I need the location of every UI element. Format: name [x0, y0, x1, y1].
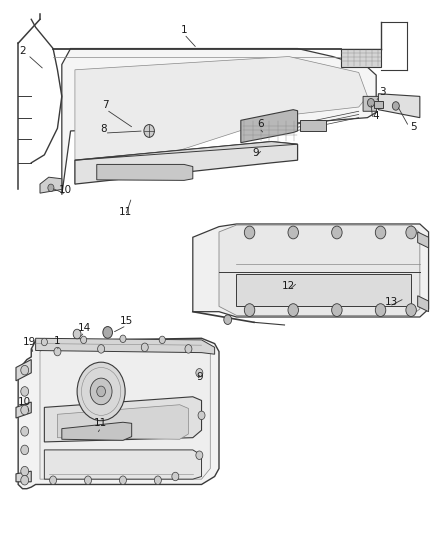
- Polygon shape: [35, 338, 215, 354]
- Polygon shape: [62, 49, 376, 195]
- Polygon shape: [40, 342, 210, 479]
- Text: 1: 1: [181, 25, 187, 35]
- Circle shape: [144, 125, 154, 138]
- Circle shape: [21, 426, 28, 436]
- Polygon shape: [341, 49, 381, 67]
- Text: 6: 6: [257, 119, 264, 129]
- Polygon shape: [44, 397, 201, 442]
- Polygon shape: [418, 296, 428, 312]
- Circle shape: [367, 99, 374, 107]
- Circle shape: [120, 335, 126, 343]
- Polygon shape: [97, 165, 193, 180]
- Circle shape: [332, 304, 342, 317]
- Text: 19: 19: [22, 337, 36, 347]
- Text: 8: 8: [100, 124, 106, 134]
- Text: 10: 10: [18, 397, 31, 407]
- Text: 11: 11: [119, 207, 132, 217]
- Polygon shape: [193, 224, 428, 317]
- Circle shape: [172, 472, 179, 481]
- Circle shape: [103, 327, 113, 338]
- Polygon shape: [44, 450, 201, 479]
- Text: 1: 1: [54, 336, 61, 346]
- Circle shape: [21, 475, 28, 485]
- Circle shape: [244, 226, 255, 239]
- Text: 4: 4: [372, 110, 378, 120]
- Circle shape: [48, 184, 54, 191]
- Polygon shape: [57, 405, 188, 439]
- Circle shape: [73, 329, 81, 339]
- Circle shape: [196, 368, 203, 377]
- Polygon shape: [16, 471, 31, 482]
- Text: 12: 12: [282, 281, 296, 291]
- Text: 14: 14: [78, 322, 91, 333]
- Text: 3: 3: [379, 87, 386, 97]
- Polygon shape: [16, 402, 31, 418]
- Polygon shape: [219, 225, 420, 316]
- Text: 10: 10: [59, 185, 72, 196]
- Text: 9: 9: [196, 372, 203, 382]
- Text: 9: 9: [253, 148, 259, 158]
- Polygon shape: [241, 110, 297, 143]
- Circle shape: [41, 338, 47, 346]
- Circle shape: [21, 466, 28, 476]
- Text: 7: 7: [102, 100, 109, 110]
- Circle shape: [21, 386, 28, 396]
- Circle shape: [21, 405, 28, 415]
- Circle shape: [406, 304, 417, 317]
- Circle shape: [90, 378, 112, 405]
- Circle shape: [196, 451, 203, 459]
- Circle shape: [21, 366, 28, 375]
- Circle shape: [81, 336, 87, 344]
- Circle shape: [288, 226, 298, 239]
- Circle shape: [141, 343, 148, 352]
- Circle shape: [224, 315, 232, 325]
- Circle shape: [154, 476, 161, 484]
- Circle shape: [159, 336, 165, 344]
- Text: 2: 2: [19, 46, 26, 56]
- Polygon shape: [378, 94, 420, 118]
- Circle shape: [244, 304, 255, 317]
- Polygon shape: [40, 177, 62, 193]
- Text: 15: 15: [120, 316, 133, 326]
- Polygon shape: [363, 96, 378, 111]
- Circle shape: [120, 476, 127, 484]
- Circle shape: [77, 362, 125, 421]
- Circle shape: [21, 445, 28, 455]
- Circle shape: [54, 348, 61, 356]
- Circle shape: [406, 226, 417, 239]
- Circle shape: [198, 411, 205, 419]
- Circle shape: [98, 345, 105, 353]
- Text: 13: 13: [385, 297, 398, 307]
- Polygon shape: [75, 56, 367, 184]
- Circle shape: [49, 476, 57, 484]
- Text: 11: 11: [94, 418, 107, 429]
- Circle shape: [375, 304, 386, 317]
- Polygon shape: [62, 422, 132, 440]
- Circle shape: [392, 102, 399, 110]
- Circle shape: [97, 386, 106, 397]
- Polygon shape: [75, 142, 297, 184]
- Polygon shape: [237, 274, 411, 306]
- Circle shape: [288, 304, 298, 317]
- Polygon shape: [418, 232, 428, 248]
- Circle shape: [375, 226, 386, 239]
- Circle shape: [85, 476, 92, 484]
- Circle shape: [185, 345, 192, 353]
- Polygon shape: [300, 120, 326, 131]
- Polygon shape: [374, 101, 383, 108]
- Polygon shape: [16, 360, 31, 381]
- Circle shape: [332, 226, 342, 239]
- Polygon shape: [18, 338, 219, 489]
- Text: 5: 5: [410, 122, 417, 132]
- Polygon shape: [75, 142, 297, 160]
